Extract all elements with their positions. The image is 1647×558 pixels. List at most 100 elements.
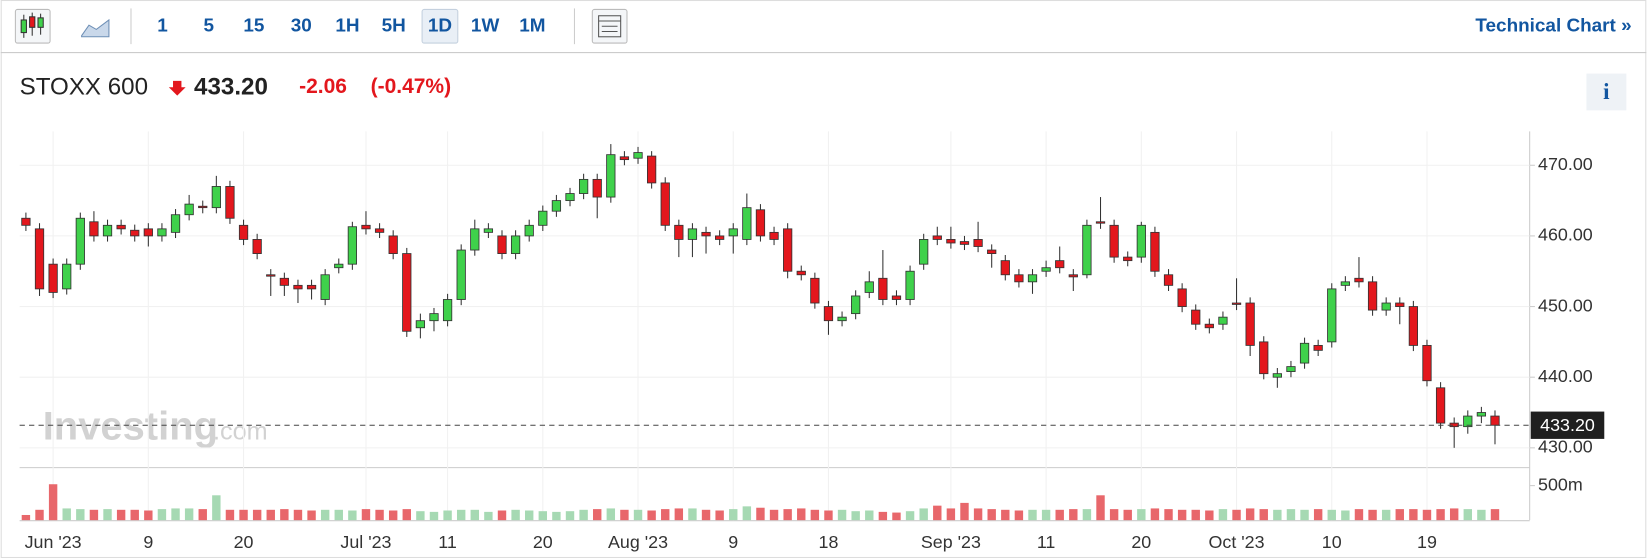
candle-body [932,235,942,240]
interval-button[interactable]: 15 [243,15,264,36]
volume-bar [647,510,656,521]
volume-bar [1028,509,1037,521]
candle-body [170,214,181,233]
interval-button[interactable]: 1W [471,15,500,36]
candle-body [769,231,779,240]
volume-bar [960,502,969,521]
volume-bar [810,509,820,521]
volume-bar [388,510,398,521]
candle-body [987,249,997,254]
volume-bar [579,509,588,521]
volume-bar [593,509,602,521]
interval-button[interactable]: 1H [335,15,359,36]
volume-bar [144,510,153,521]
x-tick-label: 11 [1037,532,1056,552]
candle-body [211,186,221,209]
candle-body [470,228,480,251]
volume-bar [1313,509,1323,521]
candle-body [701,231,711,237]
volume-bar [1422,509,1432,521]
volume-tick-label: 500m [1538,474,1583,494]
candle-body [1068,274,1078,278]
volume-bar [1123,509,1132,521]
candle-body [946,239,956,244]
candle-body [252,239,262,254]
volume-bar [892,512,901,521]
volume-bar [1477,509,1486,521]
last-price-label: 433.20 [1540,415,1595,435]
volume-bar [375,509,384,521]
volume-bar [429,511,439,521]
x-tick-label: 11 [438,532,457,552]
candle-body [293,284,303,290]
candle-body [619,156,630,161]
candle-body [306,284,317,290]
candle-body [660,182,670,226]
interval-button[interactable]: 1D [428,15,452,36]
candle-body [483,228,494,233]
volume-bar [919,508,928,521]
volume-bar [797,508,806,521]
candle-body [497,235,507,254]
candle-body [374,228,385,233]
volume-bar [688,508,697,521]
volume-bar [62,508,71,521]
candle-body [1123,256,1133,262]
volume-bar [729,509,738,521]
volume-bar [348,510,357,521]
interval-button[interactable]: 5H [382,15,406,36]
volume-bar [933,505,942,521]
volume-bar [484,511,493,521]
technical-chart-link[interactable]: Technical Chart » [1475,15,1631,36]
candle-body [510,235,521,254]
candle-body [796,270,806,276]
x-tick-label: Oct '23 [1209,532,1265,552]
area-icon[interactable] [81,18,110,38]
watermark-brand: Investing [43,404,218,448]
volume-bar [334,509,343,521]
last-price-tag [1530,411,1605,439]
volume-bar [851,511,860,521]
candle-body [429,313,439,322]
candle-body [388,235,398,254]
candle-body [728,228,738,237]
candle-body [647,155,657,184]
volume-bar [1177,509,1187,521]
candle-body [538,210,548,226]
volume-bar [1014,510,1024,521]
candle-body [157,228,167,237]
candle-body [1313,344,1323,351]
volume-bar [1395,509,1404,521]
candle-icon[interactable] [14,8,51,44]
interval-button[interactable]: 1 [157,15,168,36]
candle-body [334,263,344,269]
volume-bar [116,509,126,521]
interval-button[interactable]: 30 [291,15,312,36]
candle-body [551,200,562,212]
volume-bar [239,509,248,521]
x-tick-label: Jul '23 [340,532,391,552]
candle-body [823,306,834,322]
volume-bar [21,514,31,521]
volume-bar [225,509,235,521]
watermark-suffix: .com [213,418,268,446]
volume-bar [878,511,888,521]
volume-bar [1273,509,1282,521]
volume-bar [266,509,275,521]
interval-button[interactable]: 1M [519,15,545,36]
candle-body [320,274,330,300]
candle-body [1327,288,1337,343]
candle-body [742,207,752,240]
candle-body [1055,260,1065,269]
interval-button[interactable]: 5 [203,15,214,36]
volume-bar [402,509,411,521]
layout-icon[interactable] [591,8,628,44]
candle-body [837,316,847,322]
volume-bar [1286,509,1296,521]
info-label: i [1603,78,1610,104]
volume-bar [701,509,711,521]
volume-bar [552,511,561,521]
info-button[interactable] [1586,73,1627,111]
candle-body [1435,387,1446,424]
candle-body [442,299,453,322]
